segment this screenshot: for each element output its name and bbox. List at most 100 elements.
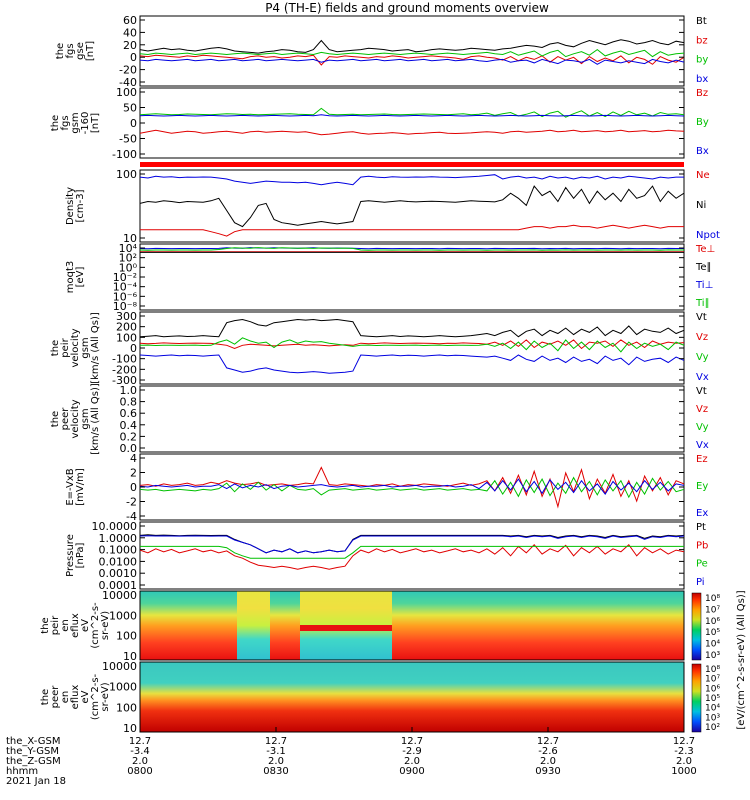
- colorbar-tick-label: 10⁵: [705, 628, 720, 638]
- ylabel-line: [mV/m]: [75, 468, 86, 506]
- ytick-label: 10⁻⁴: [113, 281, 138, 294]
- ephemeris-value: 12.7: [537, 736, 559, 747]
- ytick-label: 300: [116, 310, 137, 323]
- ytick-label: 0.0: [120, 442, 138, 455]
- ytick-label: 10000: [102, 589, 137, 602]
- ylabel-line: fgs: [60, 115, 71, 130]
- ion-spectrogram-band: [300, 625, 392, 631]
- panel-frame: [139, 169, 685, 243]
- legend-label: Bt: [696, 16, 707, 27]
- ytick-label: 1000: [109, 681, 137, 694]
- ephemeris-value: 12.7: [401, 736, 423, 747]
- ylabel-line: -160: [80, 112, 91, 135]
- ephemeris-value: 2.0: [676, 756, 692, 767]
- ytick-label: -20: [119, 64, 137, 77]
- series-Ne: [140, 224, 684, 237]
- ylabel-line: peer: [60, 407, 71, 431]
- ylabel-line: [eV]: [75, 267, 86, 288]
- ylabel-line: the: [50, 340, 61, 356]
- ephemeris-value: -3.1: [266, 746, 286, 757]
- legend-label: Ne: [696, 170, 710, 181]
- ytick-label: -40: [119, 76, 137, 89]
- ylabel-line: gsm: [80, 337, 91, 358]
- ylabel-line: [nT]: [90, 113, 101, 133]
- ytick-label: -100: [112, 353, 137, 366]
- legend-label: Npot: [696, 230, 720, 241]
- ylabel-line: peir: [50, 615, 61, 635]
- ylabel-line: the: [50, 411, 61, 427]
- series-Bt: [140, 39, 684, 54]
- ytick-label: 0.2: [120, 430, 138, 443]
- legend-label: by: [696, 55, 708, 66]
- ylabel-line: the: [40, 617, 51, 633]
- ytick-label: 10: [123, 650, 137, 663]
- ephemeris-value: 1000: [671, 766, 696, 777]
- ytick-label: 0.0100: [99, 555, 138, 568]
- colorbar-tick-label: 10⁸: [705, 665, 720, 675]
- ephemeris-value: 2.0: [404, 756, 420, 767]
- series-Vz: [140, 339, 684, 350]
- ytick-label: 0: [130, 342, 137, 355]
- legend-label: Pi: [696, 577, 705, 588]
- panel-frame: [139, 243, 685, 311]
- ylabel-line: [km/s (All Qs)]: [90, 312, 101, 384]
- legend-label: Vz: [696, 404, 708, 415]
- ytick-label: 10: [123, 232, 137, 245]
- ytick-label: 0.0001: [99, 579, 138, 592]
- panel-frame: [139, 385, 685, 453]
- series-Bz: [140, 129, 684, 136]
- ytick-label: 0.0010: [99, 567, 138, 580]
- series-By: [140, 107, 684, 118]
- series-Ex: [140, 478, 684, 495]
- series-Pe: [140, 545, 684, 559]
- series-Vx: [140, 354, 684, 374]
- legend-label: Vx: [696, 372, 709, 383]
- ytick-label: -100: [112, 148, 137, 161]
- ylabel-line: [nPa]: [75, 542, 86, 568]
- ylabel-line: Pressure: [65, 534, 76, 577]
- colorbar-tick-label: 10³: [705, 651, 720, 661]
- ytick-label: 0: [130, 481, 137, 494]
- ytick-label: -50: [119, 133, 137, 146]
- series-Ti⊥: [140, 247, 684, 250]
- ephemeris-value: -3.4: [130, 746, 150, 757]
- panel-7: 4 20 -2-4 E=-VxB [mV/m] Ez Ey Ex: [65, 452, 708, 523]
- panel-frame: [139, 15, 685, 87]
- ephemeris-value: 12.7: [673, 736, 695, 747]
- legend-label: Ni: [696, 200, 706, 211]
- ytick-label: -200: [112, 363, 137, 376]
- panel-6: 1.00.80.60.40.20.0 the peer velocity gsm [km/…: [50, 383, 709, 455]
- colorbar-label: [eV/(cm^2-s-sr-eV) (All Qs)]: [736, 590, 747, 729]
- ylabel-line: en: [60, 619, 71, 632]
- ephemeris-row-label: hhmm: [6, 766, 38, 777]
- ytick-label: 10000: [102, 660, 137, 673]
- ytick-label: 0: [130, 117, 137, 130]
- series-Vt: [140, 318, 684, 338]
- ytick-label: 100: [116, 86, 137, 99]
- panel-3: 100 10 Density [cm-3] Ne Ni Npot: [65, 168, 720, 245]
- ylabel-line: sr-eV): [100, 682, 111, 711]
- legend-label: By: [696, 117, 709, 128]
- electron-spectrogram-bg: [140, 662, 684, 732]
- ylabel-line: the: [50, 115, 61, 131]
- ylabel-line: en: [60, 691, 71, 704]
- legend-label: Vt: [696, 312, 707, 323]
- ylabel-line: [km/s (All Qs)]: [90, 383, 101, 455]
- legend-label: Pb: [696, 540, 708, 551]
- colorbar-tick-label: 10⁷: [705, 675, 720, 685]
- legend-label: Ez: [696, 454, 708, 465]
- ylabel-line: sr-eV): [100, 611, 111, 640]
- legend-label: Vz: [696, 332, 708, 343]
- ytick-label: -300: [112, 374, 137, 387]
- ylabel-line: moqt3: [65, 261, 76, 294]
- ytick-label: 10: [123, 722, 137, 735]
- ytick-label: 0.6: [120, 407, 138, 420]
- colorbar-tick-label: 10⁸: [705, 594, 720, 604]
- ylabel-line: velocity: [70, 328, 81, 367]
- ylabel-line: eflux: [70, 613, 81, 638]
